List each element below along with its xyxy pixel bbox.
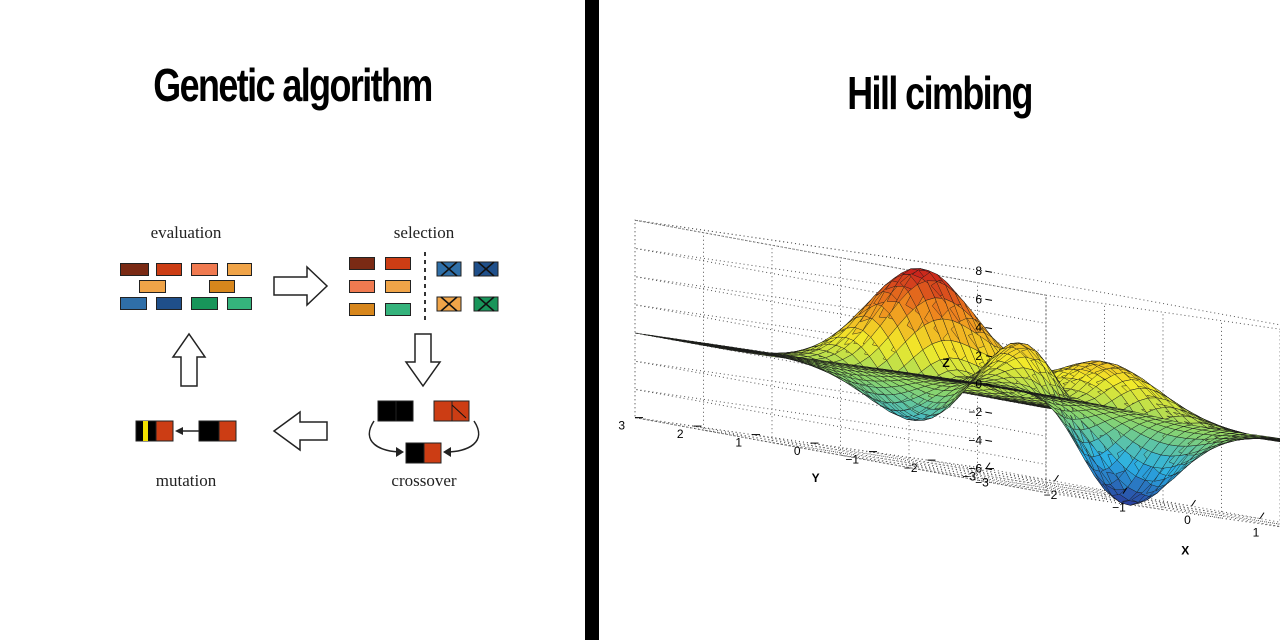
z-tick: [985, 411, 993, 414]
y-tick-label: −1: [845, 453, 859, 467]
x-axis-label: X: [1181, 544, 1189, 558]
x-tick: [1259, 512, 1265, 519]
mutation-label: mutation: [155, 471, 217, 490]
y-tick-label: 2: [677, 427, 684, 441]
crossover-arc: [368, 420, 403, 453]
x-tick: [985, 462, 991, 469]
arrow-down-icon: [404, 333, 442, 388]
z-tick-label: 0: [975, 377, 982, 391]
chromosome: [385, 257, 411, 270]
chromosome: [385, 280, 411, 293]
z-tick-label: 2: [975, 349, 982, 363]
chromosome: [385, 303, 411, 316]
z-tick-label: −2: [968, 405, 982, 419]
chromosome: [227, 297, 252, 310]
x-tick: [1122, 487, 1128, 494]
crossover-arc: [445, 420, 480, 453]
y-tick-label: 3: [618, 419, 625, 433]
x-tick-label: 0: [1184, 513, 1191, 527]
z-tick-label: 6: [975, 292, 982, 306]
chromosome: [156, 297, 182, 310]
hill-climbing-panel: Hill cimbing −6 −4 −2 0 2 4 6 8 Z −3 −2 −1 0 1 2 3 X −3 −2…: [599, 0, 1280, 640]
original-chromosome: [198, 420, 237, 442]
chromosome: [209, 280, 235, 293]
rejected-chromosome: [473, 261, 499, 277]
x-tick: [1191, 499, 1196, 507]
z-tick-label: 4: [975, 321, 982, 335]
arrow-right-icon: [273, 265, 329, 307]
rejected-chromosome: [436, 261, 462, 277]
chromosome: [156, 263, 182, 276]
z-tick: [985, 327, 993, 330]
rejected-chromosome: [473, 296, 499, 312]
z-tick: [985, 298, 993, 301]
y-axis-label: Y: [812, 471, 820, 485]
chromosome: [139, 280, 166, 293]
y-tick-label: −3: [962, 470, 976, 484]
chromosome: [349, 303, 375, 316]
crossover-parent: [377, 400, 414, 422]
arrow-left-icon: [272, 410, 328, 452]
panel-divider: [585, 0, 599, 640]
mutated-chromosome: [135, 420, 174, 442]
evaluation-label: evaluation: [150, 223, 222, 242]
x-tick-label: −3: [975, 476, 989, 490]
surface-mesh: [634, 268, 1280, 506]
top-edge: [985, 270, 1280, 326]
z-tick: [985, 439, 993, 442]
rejected-chromosome: [436, 296, 462, 312]
chromosome: [227, 263, 252, 276]
z-tick-label: −6: [968, 462, 982, 476]
chromosome: [349, 257, 375, 270]
chromosome: [191, 263, 218, 276]
y-tick-label: 0: [794, 444, 801, 458]
crossover-label: crossover: [391, 471, 457, 490]
selection-label: selection: [393, 223, 455, 242]
genetic-algorithm-title: Genetic algorithm: [153, 59, 433, 111]
chromosome: [120, 263, 149, 276]
z-axis-label: Z: [942, 356, 949, 370]
genetic-algorithm-panel: Genetic algorithm evaluation selection: [0, 0, 585, 640]
x-tick-label: −2: [1044, 488, 1058, 502]
z-tick: [985, 355, 993, 358]
hill-climbing-title: Hill cimbing: [847, 67, 1033, 119]
top-edge: [634, 219, 987, 272]
x-tick-label: −1: [1112, 501, 1126, 515]
y-tick-label: −2: [904, 461, 918, 475]
genetic-algorithm-diagram: [135, 252, 499, 464]
x-tick-label: 1: [1253, 526, 1260, 540]
z-tick: [985, 270, 993, 273]
crossover-offspring: [405, 442, 442, 464]
y-tick-label: 1: [735, 436, 742, 450]
x-tick: [1054, 474, 1059, 482]
chromosome: [349, 280, 375, 293]
arrow-up-icon: [171, 332, 207, 387]
z-tick-label: 8: [975, 264, 982, 278]
z-tick: [985, 383, 993, 386]
chromosome: [120, 297, 147, 310]
chromosome: [191, 297, 218, 310]
crossover-parent: [433, 400, 470, 422]
z-tick-label: −4: [968, 433, 982, 447]
